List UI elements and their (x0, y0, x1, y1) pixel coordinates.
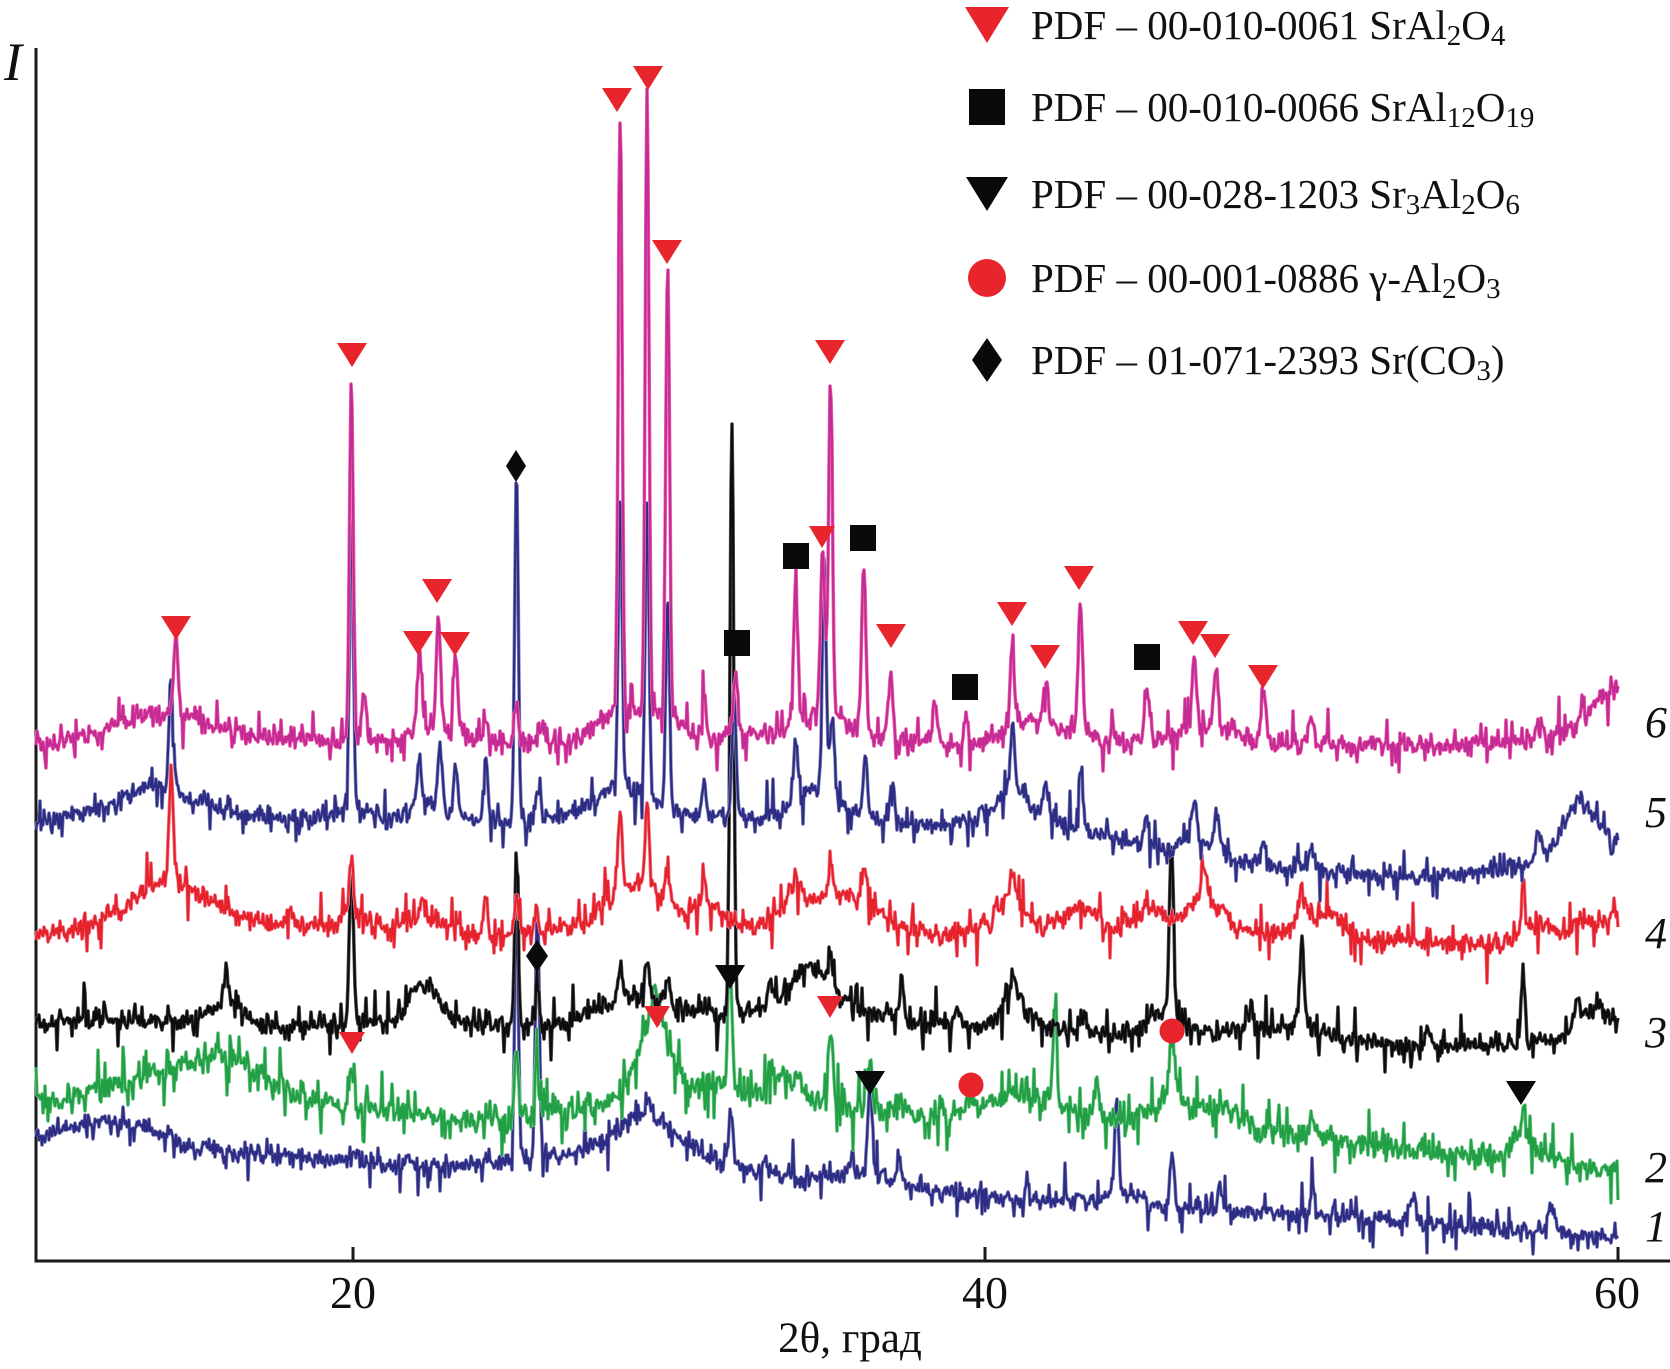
svg-text:PDF – 01-071-2393 Sr(CO3): PDF – 01-071-2393 Sr(CO3) (1031, 337, 1505, 387)
svg-text:PDF – 00-001-0886 γ-Al2O3: PDF – 00-001-0886 γ-Al2O3 (1031, 255, 1501, 305)
svg-text:1: 1 (1645, 1202, 1667, 1251)
svg-text:20: 20 (330, 1267, 376, 1318)
svg-text:2: 2 (1645, 1143, 1667, 1192)
svg-text:4: 4 (1645, 909, 1667, 958)
svg-text:6: 6 (1645, 698, 1667, 747)
svg-text:PDF – 00-010-0061 SrAl2O4: PDF – 00-010-0061 SrAl2O4 (1031, 2, 1506, 52)
svg-text:5: 5 (1645, 788, 1667, 837)
svg-text:3: 3 (1644, 1008, 1667, 1057)
svg-text:60: 60 (1594, 1267, 1640, 1318)
svg-text:40: 40 (962, 1267, 1008, 1318)
svg-text:2θ, град: 2θ, град (778, 1315, 922, 1362)
svg-text:I: I (3, 32, 25, 92)
svg-text:PDF – 00-028-1203 Sr3Al2O6: PDF – 00-028-1203 Sr3Al2O6 (1031, 171, 1520, 221)
